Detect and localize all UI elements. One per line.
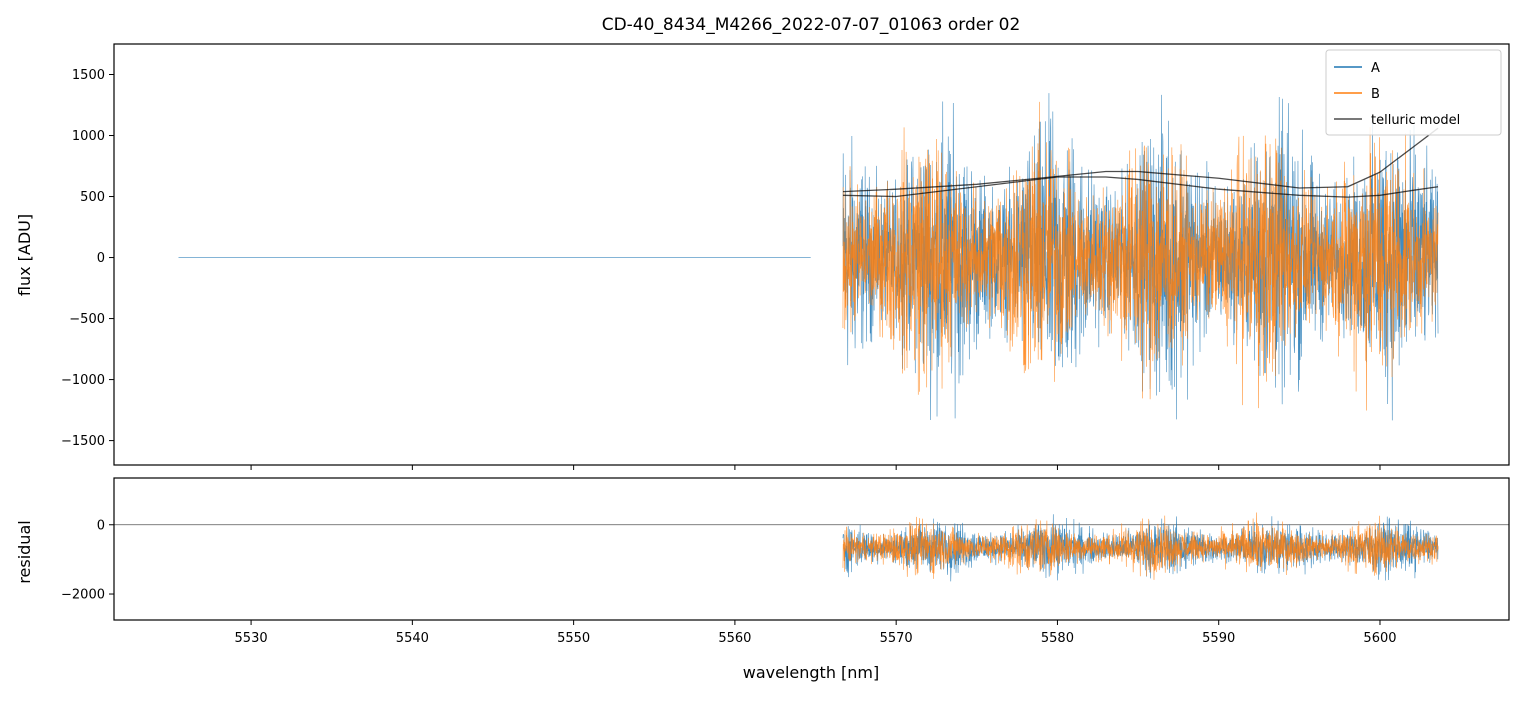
x-axis-label: wavelength [nm] xyxy=(743,663,880,682)
flux-plot-area xyxy=(178,93,1439,421)
residual-y-ticks: −2000 0 xyxy=(61,518,114,603)
flux-y-tick-label: −500 xyxy=(69,312,105,327)
residual-plot-area xyxy=(114,512,1509,582)
flux-y-tick-label: 0 xyxy=(97,251,105,266)
residual-y-tick-label: −2000 xyxy=(61,588,105,603)
x-tick-label: 5560 xyxy=(718,631,751,646)
flux-y-tick-label: 1500 xyxy=(72,68,105,83)
chart-title: CD-40_8434_M4266_2022-07-07_01063 order … xyxy=(602,15,1021,35)
flux-y-tick-label: 1000 xyxy=(72,129,105,144)
flux-y-tick-label: −1000 xyxy=(61,373,105,388)
flux-y-ticks: −1500 −1000 −500 0 500 1000 1500 xyxy=(61,68,114,449)
x-tick-label: 5530 xyxy=(235,631,268,646)
legend-label-a: A xyxy=(1371,61,1380,76)
flux-y-tick-label: −1500 xyxy=(61,434,105,449)
x-tick-label: 5600 xyxy=(1363,631,1396,646)
flux-panel: −1500 −1000 −500 0 500 1000 1500 flux [ADU] A … xyxy=(15,43,1510,470)
x-tick-label: 5580 xyxy=(1041,631,1074,646)
x-tick-label: 5540 xyxy=(396,631,429,646)
series-b-residual-trace xyxy=(842,512,1439,580)
x-tick-label: 5590 xyxy=(1202,631,1235,646)
residual-x-ticks: 5530 5540 5550 5560 5570 5580 5590 5600 xyxy=(235,620,1397,646)
legend-label-telluric: telluric model xyxy=(1371,113,1460,128)
legend: A B telluric model xyxy=(1325,49,1502,136)
telluric-model-curve-1 xyxy=(842,127,1439,193)
x-tick-label: 5570 xyxy=(880,631,913,646)
legend-box xyxy=(1325,49,1502,136)
residual-y-tick-label: 0 xyxy=(97,518,105,533)
flux-y-axis-label: flux [ADU] xyxy=(15,214,34,296)
flux-x-ticks xyxy=(250,465,1381,470)
flux-y-tick-label: 500 xyxy=(80,190,105,205)
flux-axes-frame xyxy=(113,43,1510,466)
residual-axes-frame xyxy=(113,477,1510,621)
series-b-flux-trace xyxy=(842,101,1439,411)
residual-y-axis-label: residual xyxy=(15,520,34,583)
x-tick-label: 5550 xyxy=(557,631,590,646)
legend-label-b: B xyxy=(1371,87,1380,102)
telluric-model-curve-2 xyxy=(842,176,1439,198)
